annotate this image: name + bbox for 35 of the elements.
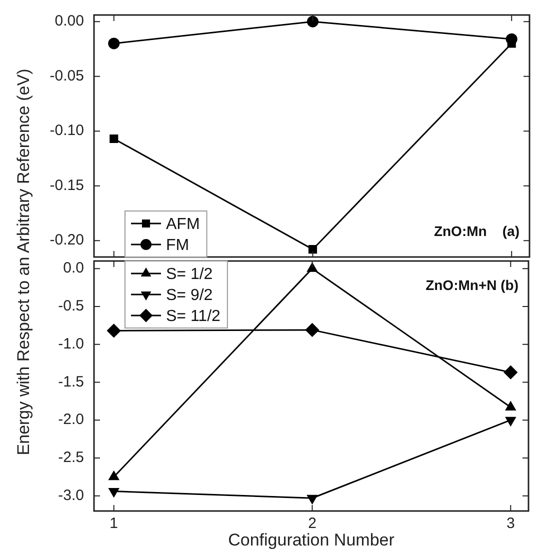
point xyxy=(307,262,318,272)
point xyxy=(107,324,121,338)
point xyxy=(307,494,318,504)
point xyxy=(506,416,516,426)
y-tick-label: -0.10 xyxy=(50,122,84,140)
legend-label: S= 1/2 xyxy=(166,266,213,283)
y-tick-label: -0.5 xyxy=(58,298,84,315)
point xyxy=(108,488,119,498)
y-tick-label: -0.05 xyxy=(50,67,84,84)
y-tick-label: -2.5 xyxy=(58,449,84,466)
point xyxy=(108,38,120,50)
legend-label: AFM xyxy=(166,216,200,233)
legend-label: S= 9/2 xyxy=(166,286,213,304)
point xyxy=(306,16,318,28)
y-tick-label: 0.0 xyxy=(63,260,84,277)
y-tick-label: -0.20 xyxy=(50,232,84,249)
legend-label: FM xyxy=(166,236,190,254)
annotation: ZnO:Mn (a) xyxy=(434,222,520,239)
x-tick-label: 1 xyxy=(110,515,118,532)
point xyxy=(305,323,319,337)
y-tick-label: -2.0 xyxy=(58,411,84,428)
x-tick-label: 3 xyxy=(506,515,515,532)
legend-label: S= 11/2 xyxy=(166,308,221,325)
y-tick-label: -0.15 xyxy=(50,176,84,194)
y-axis-title: Energy with Respect to an Arbitrary Reference (eV) xyxy=(14,68,34,456)
y-tick-label: 0.00 xyxy=(54,12,84,30)
y-tick-label: -1.0 xyxy=(58,335,84,352)
point xyxy=(504,366,518,380)
y-tick-label: -1.5 xyxy=(58,373,84,390)
point xyxy=(308,245,318,254)
annotation: ZnO:Mn+N (b) xyxy=(426,276,518,293)
x-axis-title: Configuration Number xyxy=(228,530,395,550)
x-tick-label: 2 xyxy=(308,515,316,532)
y-tick-label: -3.0 xyxy=(58,486,84,504)
point xyxy=(110,134,118,144)
